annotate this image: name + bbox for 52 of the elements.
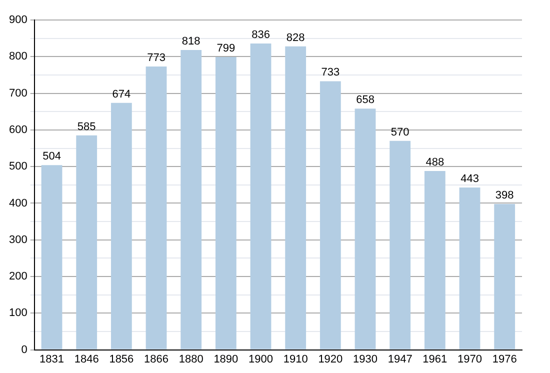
x-tick-label: 1880: [178, 353, 204, 366]
x-tick-label: 1910: [283, 353, 308, 366]
data-label: 398: [495, 189, 514, 202]
x-tick-label: 1930: [353, 353, 378, 366]
data-label: 504: [42, 150, 61, 163]
data-label: 443: [460, 172, 479, 185]
x-tick-label: 1890: [214, 353, 238, 366]
data-label: 828: [286, 32, 305, 44]
bar: [41, 165, 62, 350]
bar: [390, 140, 411, 350]
data-label: 658: [356, 94, 374, 106]
bar: [494, 204, 516, 350]
data-label: 799: [216, 42, 236, 55]
x-tick-label: 1947: [388, 353, 412, 366]
x-tick-label: 1976: [492, 353, 517, 366]
x-tick-label: 1856: [109, 353, 134, 366]
data-label: 836: [252, 28, 270, 41]
y-tick-label: 300: [8, 234, 28, 246]
bar: [354, 108, 376, 350]
bar: [285, 46, 306, 350]
y-tick-label: 700: [8, 87, 28, 100]
y-tick-label: 0: [21, 344, 28, 356]
x-tick-label: 1900: [248, 353, 274, 366]
y-tick-label: 900: [8, 14, 28, 26]
bar: [146, 66, 167, 350]
bar: [215, 57, 236, 350]
x-tick-label: 1961: [422, 353, 448, 366]
bar: [76, 135, 98, 350]
y-tick-label: 100: [8, 307, 28, 320]
bar: [424, 170, 446, 350]
y-tick-label: 500: [8, 160, 28, 173]
data-label: 585: [77, 120, 96, 133]
bar: [180, 50, 202, 350]
bar: [320, 81, 341, 350]
x-tick-label: 1970: [458, 353, 482, 366]
x-tick-label: 1831: [40, 353, 64, 366]
data-label: 570: [390, 126, 410, 138]
data-label: 488: [426, 156, 444, 169]
bar: [250, 43, 272, 350]
bar: [459, 187, 480, 350]
y-tick-label: 600: [8, 124, 28, 136]
y-tick-label: 800: [8, 50, 28, 63]
bar: [110, 102, 132, 350]
data-label: 674: [112, 88, 131, 100]
y-tick-label: 400: [8, 197, 28, 210]
data-label: 818: [182, 36, 200, 48]
x-tick-label: 1920: [318, 353, 343, 366]
data-label: 773: [147, 52, 166, 64]
y-tick-label: 200: [8, 270, 28, 283]
x-tick-label: 1846: [74, 353, 99, 366]
data-label: 733: [321, 66, 340, 79]
x-tick-label: 1866: [144, 353, 169, 366]
